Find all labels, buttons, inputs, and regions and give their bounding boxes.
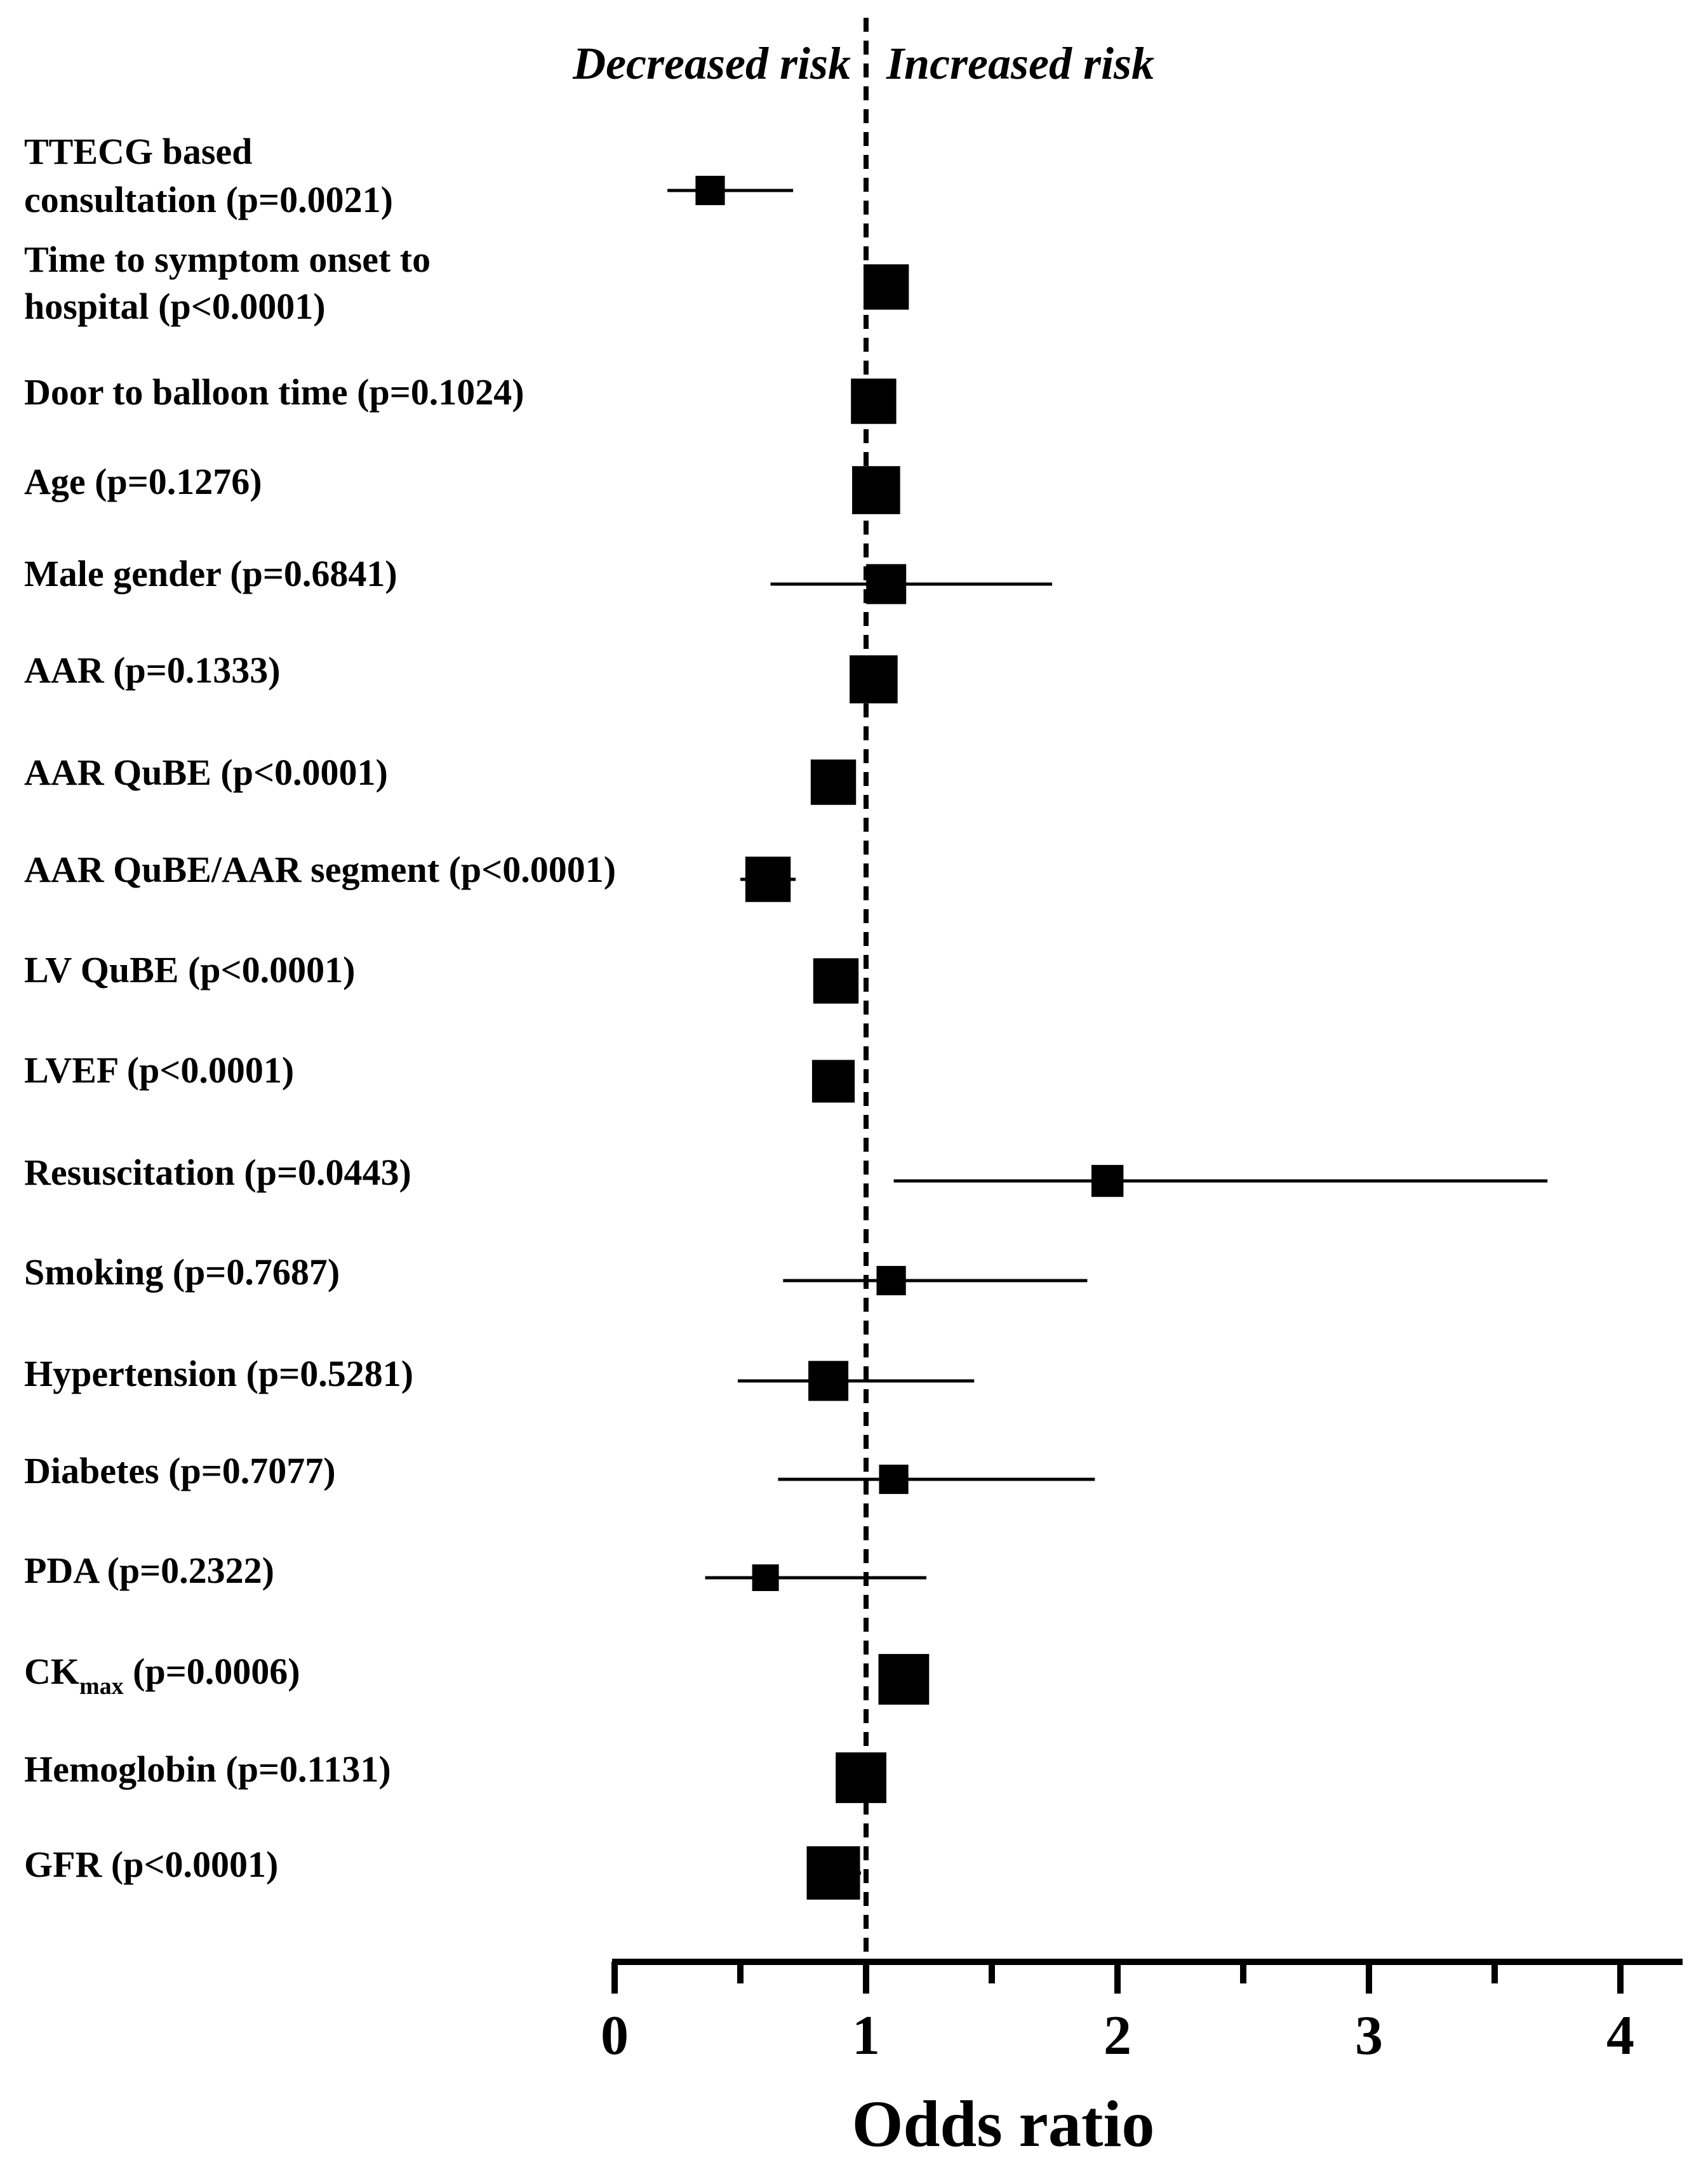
row-label-line: Hypertension (p=0.5281) — [24, 1353, 413, 1394]
forest-row: CKmax (p=0.0006) — [24, 1651, 930, 1705]
row-label-line: Smoking (p=0.7687) — [24, 1251, 340, 1293]
row-label: CKmax (p=0.0006) — [24, 1651, 300, 1700]
odds-ratio-marker — [851, 378, 897, 424]
x-axis-label: Odds ratio — [852, 2088, 1155, 2161]
row-label: Time to symptom onset to hospital (p<0.00… — [24, 239, 430, 327]
row-label-subscript: max — [79, 1673, 124, 1700]
odds-ratio-marker — [810, 759, 857, 805]
odds-ratio-marker — [878, 1654, 930, 1705]
odds-ratio-marker — [866, 564, 907, 604]
row-label: AAR (p=0.1333) — [24, 650, 281, 691]
row-label: Door to balloon time (p=0.1024) — [24, 371, 524, 413]
row-label-line: Age (p=0.1276) — [24, 461, 262, 502]
row-label-line: LV QuBE (p<0.0001) — [24, 949, 355, 990]
odds-ratio-marker — [811, 1060, 855, 1103]
x-tick-label: 2 — [1104, 2005, 1131, 2067]
row-label-line: TTECG based — [24, 131, 252, 172]
odds-ratio-marker — [752, 1564, 779, 1591]
odds-ratio-marker — [836, 1752, 886, 1803]
forest-row: LVEF (p<0.0001) — [24, 1049, 855, 1103]
forest-row: Resuscitation (p=0.0443) — [24, 1152, 1548, 1197]
row-label: Age (p=0.1276) — [24, 461, 262, 502]
row-label-line: Time to symptom onset to — [24, 239, 430, 280]
forest-row: LV QuBE (p<0.0001) — [24, 949, 859, 1004]
row-label: Smoking (p=0.7687) — [24, 1251, 340, 1293]
forest-row: Hypertension (p=0.5281) — [24, 1353, 975, 1401]
row-label-line: LVEF (p<0.0001) — [24, 1049, 294, 1091]
row-label: Resuscitation (p=0.0443) — [24, 1152, 411, 1193]
row-label: AAR QuBE (p<0.0001) — [24, 752, 388, 793]
odds-ratio-marker — [879, 1464, 909, 1495]
forest-row: TTECG based consultation (p=0.0021) — [24, 131, 794, 220]
odds-ratio-marker — [808, 1361, 849, 1401]
x-tick-label: 0 — [601, 2005, 629, 2067]
forest-rows: TTECG based consultation (p=0.0021) Time t… — [24, 131, 1548, 1900]
forest-row: PDA (p=0.2322) — [24, 1550, 927, 1591]
forest-row: AAR QuBE/AAR segment (p<0.0001) — [24, 849, 796, 902]
row-label: LVEF (p<0.0001) — [24, 1049, 294, 1091]
row-label-line: AAR QuBE/AAR segment (p<0.0001) — [24, 849, 616, 890]
odds-ratio-marker — [695, 175, 725, 206]
row-label: Hypertension (p=0.5281) — [24, 1353, 413, 1394]
row-label-line: Door to balloon time (p=0.1024) — [24, 371, 524, 413]
decreased-risk-annotation: Decreased risk — [572, 38, 851, 89]
row-label: GFR (p<0.0001) — [24, 1844, 278, 1885]
odds-ratio-marker — [813, 958, 859, 1004]
row-label: Diabetes (p=0.7077) — [24, 1450, 336, 1491]
odds-ratio-marker — [1091, 1164, 1124, 1197]
forest-row: Hemoglobin (p=0.1131) — [24, 1749, 886, 1803]
row-label: Hemoglobin (p=0.1131) — [24, 1749, 391, 1790]
row-label: Male gender (p=0.6841) — [24, 553, 397, 594]
row-label: TTECG based consultation (p=0.0021) — [24, 131, 393, 220]
x-tick-label: 1 — [852, 2005, 880, 2067]
forest-row: AAR (p=0.1333) — [24, 650, 898, 703]
row-label-line: hospital (p<0.0001) — [24, 286, 326, 327]
row-label: PDA (p=0.2322) — [24, 1550, 274, 1591]
forest-row: Age (p=0.1276) — [24, 461, 900, 514]
x-axis: 0 1 2 3 4 — [601, 1959, 1683, 2067]
forest-row: Diabetes (p=0.7077) — [24, 1450, 1095, 1495]
odds-ratio-marker — [745, 856, 791, 902]
row-label-line: GFR (p<0.0001) — [24, 1844, 278, 1885]
odds-ratio-marker — [876, 1265, 906, 1296]
odds-ratio-marker — [863, 264, 909, 310]
forest-row: Door to balloon time (p=0.1024) — [24, 371, 897, 424]
row-label-line: Diabetes (p=0.7077) — [24, 1450, 336, 1491]
forest-row: AAR QuBE (p<0.0001) — [24, 752, 857, 805]
row-label-main: CK — [24, 1651, 79, 1692]
row-label-line: AAR (p=0.1333) — [24, 650, 281, 691]
row-label: LV QuBE (p<0.0001) — [24, 949, 355, 990]
row-label-line: Hemoglobin (p=0.1131) — [24, 1749, 391, 1790]
forest-row: Male gender (p=0.6841) — [24, 553, 1053, 604]
row-label-line: AAR QuBE (p<0.0001) — [24, 752, 388, 793]
x-tick-label: 4 — [1606, 2005, 1634, 2067]
row-label-rest: (p=0.0006) — [124, 1651, 300, 1692]
odds-ratio-marker — [850, 655, 898, 703]
odds-ratio-marker — [806, 1846, 860, 1900]
increased-risk-annotation: Increased risk — [886, 38, 1154, 89]
row-label-line: Male gender (p=0.6841) — [24, 553, 397, 594]
forest-row: GFR (p<0.0001) — [24, 1844, 862, 1900]
row-label-line: Resuscitation (p=0.0443) — [24, 1152, 411, 1193]
row-label-line: consultation (p=0.0021) — [24, 179, 393, 220]
odds-ratio-marker — [852, 466, 900, 514]
row-label: AAR QuBE/AAR segment (p<0.0001) — [24, 849, 616, 890]
x-tick-label: 3 — [1355, 2005, 1383, 2067]
forest-row: Smoking (p=0.7687) — [24, 1251, 1088, 1296]
row-label-line: PDA (p=0.2322) — [24, 1550, 274, 1591]
forest-row: Time to symptom onset to hospital (p<0.00… — [24, 239, 909, 327]
